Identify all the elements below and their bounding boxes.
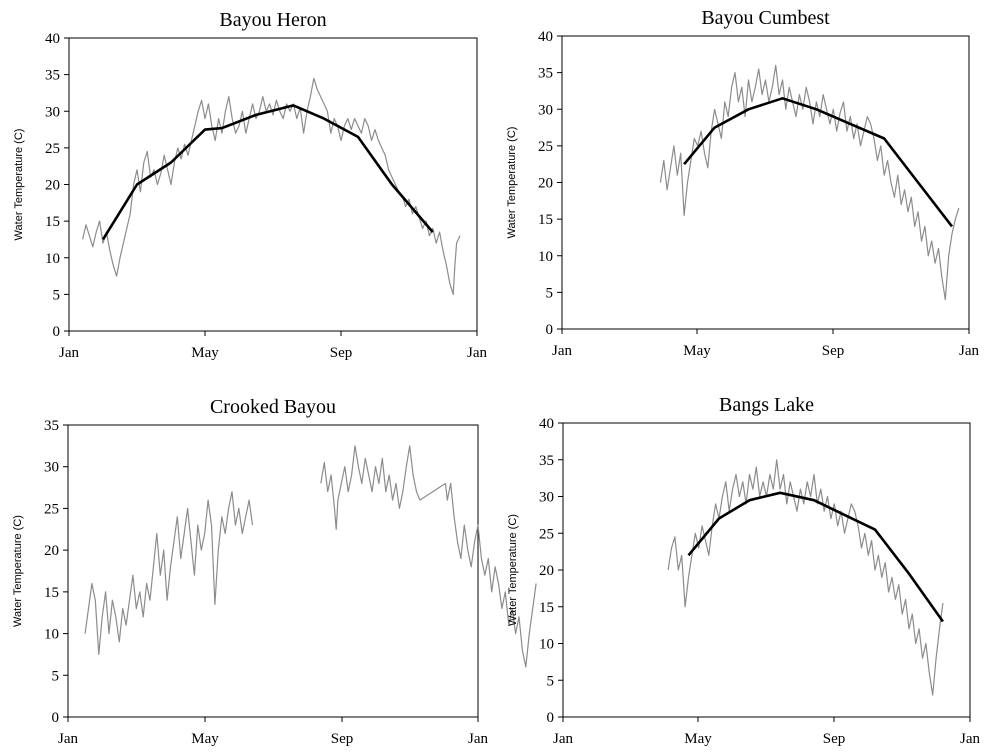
y-axis-label: Water Temperature (C)	[507, 514, 519, 626]
monthly-mean-line	[101, 104, 434, 241]
y-tick-label: 15	[45, 214, 60, 230]
observed-temperature-line	[84, 491, 254, 656]
x-tick-label: May	[191, 731, 219, 747]
y-axis-label: Water Temperature (C)	[13, 129, 25, 241]
y-tick-label: 20	[45, 178, 60, 194]
y-tick-label: 10	[538, 249, 553, 265]
monthly-mean-line	[687, 491, 944, 623]
plot-frame	[68, 37, 478, 332]
y-tick-label: 20	[538, 176, 553, 192]
panel-crooked-bayou: Crooked Bayou Water Temperature (C) 0 5 10 15…	[12, 396, 537, 747]
y-tick-label: 40	[45, 31, 60, 47]
observed-temperature-line	[444, 482, 537, 668]
y-tick-label: 40	[539, 416, 554, 432]
x-tick-label: May	[191, 345, 219, 361]
y-tick-label: 30	[45, 104, 60, 120]
y-tick-label: 0	[53, 324, 61, 340]
y-tick-label: 5	[546, 285, 554, 301]
y-tick-label: 10	[44, 627, 59, 643]
x-tick-label: Jan	[467, 345, 487, 361]
x-tick-label: Sep	[331, 731, 354, 747]
y-tick-label: 20	[44, 543, 59, 559]
y-tick-label: 15	[44, 585, 59, 601]
x-tick-label: May	[684, 731, 712, 747]
observed-temperature-line	[419, 482, 446, 501]
x-tick-label: Sep	[823, 731, 846, 747]
y-tick-label: 35	[45, 68, 60, 84]
x-tick-label: Sep	[822, 343, 845, 359]
x-tick-label: Jan	[553, 731, 573, 747]
y-tick-label: 30	[44, 460, 59, 476]
y-axis-label: Water Temperature (C)	[12, 515, 24, 627]
observed-temperature-line	[667, 459, 944, 696]
chart-title: Bayou Cumbest	[701, 7, 830, 29]
y-tick-label: 10	[45, 251, 60, 267]
panel-bayou-heron: Bayou Heron Water Temperature (C) 0 5 10 15 20…	[13, 9, 487, 361]
x-tick-label: Jan	[959, 343, 979, 359]
x-tick-label: Jan	[468, 731, 488, 747]
chart-title: Bayou Heron	[219, 9, 326, 31]
x-tick-label: Jan	[552, 343, 572, 359]
y-tick-label: 0	[52, 710, 60, 726]
x-tick-label: May	[683, 343, 711, 359]
y-tick-label: 5	[53, 287, 61, 303]
monthly-mean-line	[683, 97, 954, 228]
chart-title: Crooked Bayou	[210, 396, 336, 418]
y-tick-label: 5	[547, 673, 555, 689]
y-tick-label: 35	[538, 66, 553, 82]
panel-bayou-cumbest: Bayou Cumbest Water Temperature (C) 0 5 10 15…	[506, 7, 979, 359]
y-tick-label: 15	[538, 212, 553, 228]
x-tick-label: Sep	[330, 345, 353, 361]
y-tick-label: 25	[44, 501, 59, 517]
y-tick-label: 5	[52, 668, 60, 684]
y-axis-label: Water Temperature (C)	[506, 127, 518, 239]
y-tick-label: 25	[45, 141, 60, 157]
y-tick-label: 40	[538, 29, 553, 45]
observed-temperature-line	[659, 64, 960, 301]
plot-frame	[562, 422, 971, 718]
y-tick-label: 15	[539, 600, 554, 616]
y-tick-label: 25	[539, 526, 554, 542]
observed-temperature-line	[320, 445, 421, 530]
panel-bangs-lake: Bangs Lake Water Temperature (C) 0 5 10 15 20 2…	[507, 394, 980, 747]
y-tick-label: 30	[539, 490, 554, 506]
y-tick-label: 20	[539, 563, 554, 579]
y-tick-label: 35	[539, 453, 554, 469]
y-tick-label: 30	[538, 102, 553, 118]
y-tick-label: 0	[547, 710, 555, 726]
x-tick-label: Jan	[960, 731, 980, 747]
x-tick-label: Jan	[58, 731, 78, 747]
y-tick-label: 10	[539, 637, 554, 653]
y-tick-label: 0	[546, 322, 554, 338]
plot-frame	[67, 424, 479, 718]
chart-title: Bangs Lake	[719, 394, 814, 416]
y-tick-label: 25	[538, 139, 553, 155]
x-tick-label: Jan	[59, 345, 79, 361]
y-tick-label: 35	[44, 418, 59, 434]
